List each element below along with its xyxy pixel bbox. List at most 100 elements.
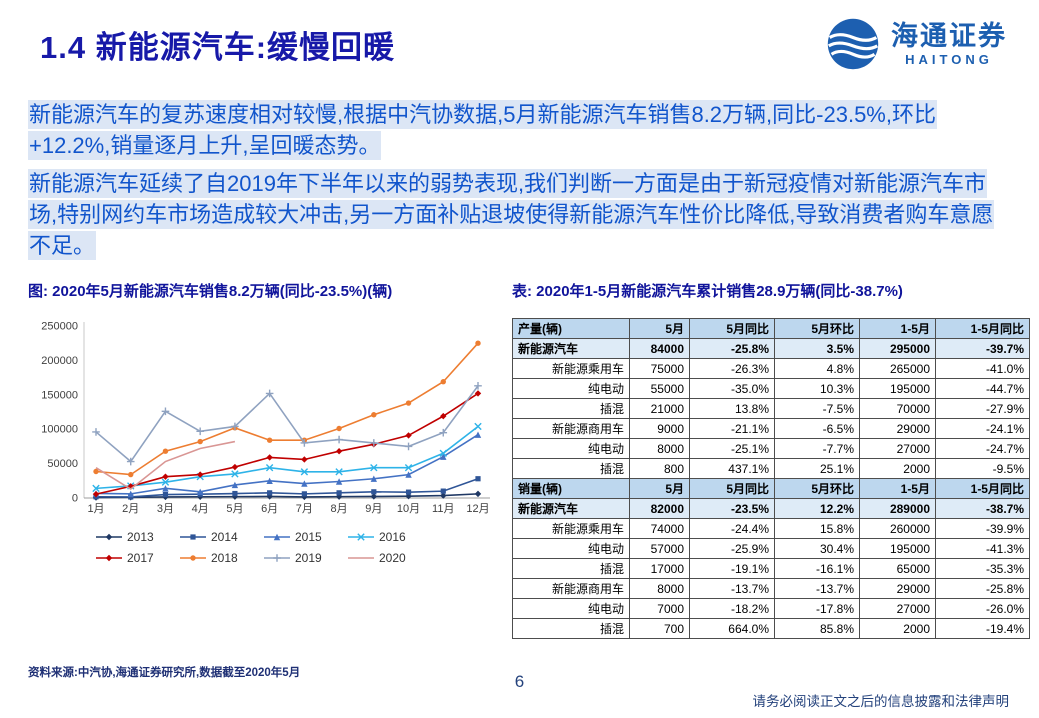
series-marker-2015	[405, 471, 412, 478]
series-marker-2019	[126, 457, 135, 466]
series-marker-2016	[335, 468, 343, 476]
x-tick-label: 4月	[192, 503, 209, 515]
logo-text: 海通证券 HAITONG	[891, 21, 1007, 67]
legend-marker-icon	[348, 533, 374, 541]
data-cell: 265000	[859, 358, 936, 379]
series-marker-2017	[474, 390, 482, 397]
data-cell: -24.1%	[935, 418, 1030, 439]
series-marker-2018	[197, 438, 203, 445]
data-cell: 289000	[859, 498, 936, 519]
data-cell: -21.1%	[689, 418, 775, 439]
series-marker-2014	[475, 476, 481, 482]
data-cell: 82000	[629, 498, 690, 519]
legend-label: 2018	[211, 551, 238, 565]
series-marker-2014	[405, 489, 412, 495]
series-marker-2015	[335, 478, 343, 485]
legend-item-2019: 2019	[264, 551, 348, 565]
row-label: 新能源乘用车	[512, 518, 630, 539]
nev-monthly-sales-line-chart: 0 50000 100000 150000 200000 250000 1月 2月 3月 4月 5月…	[41, 321, 490, 515]
series-marker-2017	[231, 463, 239, 471]
legend-item-2013: 2013	[96, 530, 180, 544]
data-cell: 27000	[859, 438, 936, 459]
y-tick-label: 200000	[41, 355, 78, 367]
page-number: 6	[514, 672, 525, 691]
data-cell: 437.1%	[689, 458, 775, 479]
x-tick-label: 7月	[296, 503, 313, 515]
series-marker-2017	[405, 432, 412, 439]
table-row: 插混 800 437.1% 25.1% 2000 -9.5%	[512, 458, 1030, 479]
table-wrapper: 产量(辆) 5月 5月同比 5月环比 1-5月 1-5月同比 新能源汽车 84000 -25.8…	[512, 318, 1030, 639]
data-cell: 10.3%	[774, 378, 860, 399]
series-marker-2015	[440, 453, 447, 460]
summary-paragraph-1-text: 新能源汽车的复苏速度相对较慢,根据中汽协数据,5月新能源汽车销售8.2万辆,同比…	[28, 100, 937, 160]
series-marker-2018	[336, 425, 342, 432]
column-header: 1-5月	[859, 318, 936, 339]
data-cell: 195000	[859, 538, 936, 559]
legend-label: 2014	[211, 530, 238, 544]
series-marker-2017	[92, 490, 100, 498]
data-cell: 17000	[629, 558, 690, 579]
nev-production-sales-table: 产量(辆) 5月 5月同比 5月环比 1-5月 1-5月同比 新能源汽车 84000 -25.8…	[512, 318, 1030, 639]
column-header: 5月	[629, 478, 690, 499]
data-cell: -17.8%	[774, 598, 860, 619]
data-cell: -26.3%	[689, 358, 775, 379]
legend-marker-icon	[348, 557, 374, 559]
data-cell: 295000	[859, 338, 936, 359]
legend-marker-icon	[264, 533, 290, 541]
table-row: 插混 17000 -19.1% -16.1% 65000 -35.3%	[512, 558, 1030, 579]
data-cell: -35.3%	[935, 558, 1030, 579]
summary-paragraph-2: 新能源汽车延续了自2019年下半年以来的弱势表现,我们判断一方面是由于新冠疫情对…	[28, 168, 1000, 261]
data-cell: 74000	[629, 518, 690, 539]
data-cell: -19.1%	[689, 558, 775, 579]
x-tick-label: 3月	[157, 503, 174, 515]
data-cell: -39.9%	[935, 518, 1030, 539]
legend-item-2017: 2017	[96, 551, 180, 565]
column-header: 1-5月同比	[935, 318, 1030, 339]
row-label: 插混	[512, 458, 630, 479]
row-label: 纯电动	[512, 538, 630, 559]
series-marker-2017	[335, 448, 343, 455]
data-cell: 7000	[629, 598, 690, 619]
data-cell: -24.7%	[935, 438, 1030, 459]
row-label: 新能源汽车	[512, 338, 630, 359]
series-marker-2019	[231, 422, 239, 431]
disclaimer-note: 请务必阅读正文之后的信息披露和法律声明	[752, 694, 1010, 709]
row-label: 插混	[512, 398, 630, 419]
data-cell: -7.5%	[774, 398, 860, 419]
chart-caption: 图: 2020年5月新能源汽车销售8.2万辆(同比-23.5%)(辆)	[28, 283, 393, 300]
data-cell: -9.5%	[935, 458, 1030, 479]
series-marker-2015	[301, 480, 308, 487]
table-row: 新能源商用车 9000 -21.1% -6.5% 29000 -24.1%	[512, 418, 1030, 439]
data-cell: -7.7%	[774, 438, 860, 459]
series-marker-2018	[405, 400, 412, 406]
series-marker-2014	[162, 491, 169, 498]
series-marker-2016	[370, 464, 378, 472]
series-marker-2016	[300, 468, 309, 476]
x-tick-label: 12月	[466, 503, 489, 515]
data-cell: -18.2%	[689, 598, 775, 619]
series-marker-2015	[266, 477, 273, 484]
data-cell: 30.4%	[774, 538, 860, 559]
series-marker-2017	[266, 454, 273, 461]
legend-label: 2020	[379, 551, 406, 565]
data-cell: -19.4%	[935, 618, 1030, 639]
data-cell: 85.8%	[774, 618, 860, 639]
x-tick-label: 8月	[331, 503, 348, 515]
legend-marker-icon	[264, 554, 290, 562]
series-marker-2015	[196, 488, 204, 496]
legend-label: 2019	[295, 551, 322, 565]
series-marker-2018	[371, 412, 377, 418]
series-marker-2014	[440, 488, 446, 494]
y-tick-label: 100000	[41, 424, 78, 436]
y-tick-label: 0	[72, 493, 78, 505]
legend-marker-icon	[180, 555, 206, 561]
series-marker-2017	[301, 456, 308, 463]
row-label: 纯电动	[512, 598, 630, 619]
legend-item-2018: 2018	[180, 551, 264, 565]
data-cell: 12.2%	[774, 498, 860, 519]
series-marker-2015	[231, 481, 239, 489]
table-row: 新能源汽车 82000 -23.5% 12.2% 289000 -38.7%	[512, 498, 1030, 519]
row-label: 纯电动	[512, 378, 630, 399]
data-cell: 57000	[629, 538, 690, 559]
